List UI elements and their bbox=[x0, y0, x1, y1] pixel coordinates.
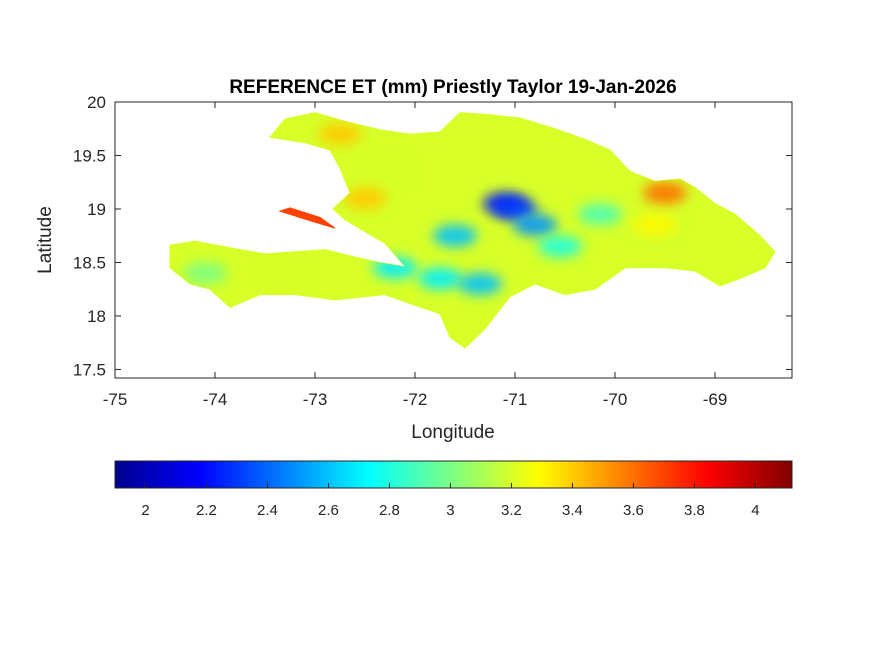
et-hotspot-10 bbox=[183, 262, 227, 285]
et-hotspot-11 bbox=[263, 262, 307, 285]
colorbar-tick-label: 3.6 bbox=[623, 502, 644, 519]
y-axis-label: Latitude bbox=[35, 206, 56, 274]
y-tick-label: 19.5 bbox=[73, 146, 106, 165]
colorbar-tick-label: 3 bbox=[446, 502, 454, 519]
colorbar-ticks: 2 2.2 2.4 2.6 2.8 3 3.2 3.4 3.6 3.8 4 bbox=[141, 483, 760, 519]
et-hotspot-16 bbox=[643, 181, 687, 204]
x-tick-label: -73 bbox=[303, 390, 328, 409]
et-hotspot-15 bbox=[343, 187, 387, 210]
et-hotspot-9 bbox=[578, 203, 622, 226]
x-tick-label: -70 bbox=[603, 390, 628, 409]
x-tick-label: -74 bbox=[203, 390, 228, 409]
colorbar-tick-label: 3.4 bbox=[562, 502, 583, 519]
et-hotspot-8 bbox=[538, 235, 582, 258]
et-hotspot-2 bbox=[493, 198, 537, 220]
y-tick-label: 18.5 bbox=[73, 253, 106, 272]
colorbar-tick-label: 2 bbox=[141, 502, 149, 519]
et-hotspot-13 bbox=[318, 123, 362, 146]
colorbar-tick-label: 2.6 bbox=[318, 502, 339, 519]
x-axis: -75 -74 -73 -72 -71 -70 -69 bbox=[103, 102, 728, 409]
axes-frame bbox=[114, 101, 793, 379]
y-tick-label: 19 bbox=[87, 200, 106, 219]
map-plot-area bbox=[115, 102, 792, 378]
x-axis-label: Longitude bbox=[411, 422, 494, 443]
colorbar-tick-label: 4 bbox=[751, 502, 759, 519]
colorbar-gradient bbox=[114, 460, 793, 489]
y-tick-label: 20 bbox=[87, 93, 106, 112]
colorbar-tick-label: 2.4 bbox=[257, 502, 278, 519]
et-hotspot-6 bbox=[458, 272, 502, 295]
et-hotspot-12 bbox=[368, 160, 412, 183]
y-axis: 17.5 18 18.5 19 19.5 20 bbox=[73, 93, 792, 379]
y-tick-label: 17.5 bbox=[73, 360, 106, 379]
et-hotspot-14 bbox=[633, 214, 677, 236]
x-tick-label: -72 bbox=[403, 390, 428, 409]
et-hotspot-5 bbox=[418, 267, 462, 290]
x-tick-label: -75 bbox=[103, 390, 128, 409]
colorbar-tick-label: 2.2 bbox=[196, 502, 217, 519]
et-hotspot-3 bbox=[513, 214, 557, 236]
x-tick-label: -71 bbox=[503, 390, 528, 409]
land-region-2 bbox=[278, 207, 336, 229]
colorbar-tick-label: 3.2 bbox=[501, 502, 522, 519]
y-tick-label: 18 bbox=[87, 307, 106, 326]
x-tick-label: -69 bbox=[703, 390, 728, 409]
et-hotspot-4 bbox=[433, 224, 477, 247]
colorbar-tick-label: 3.8 bbox=[684, 502, 705, 519]
colorbar: 2 2.2 2.4 2.6 2.8 3 3.2 3.4 3.6 3.8 4 bbox=[114, 460, 793, 519]
chart-title: REFERENCE ET (mm) Priestly Taylor 19-Jan… bbox=[229, 77, 676, 98]
colorbar-tick-label: 2.8 bbox=[379, 502, 400, 519]
